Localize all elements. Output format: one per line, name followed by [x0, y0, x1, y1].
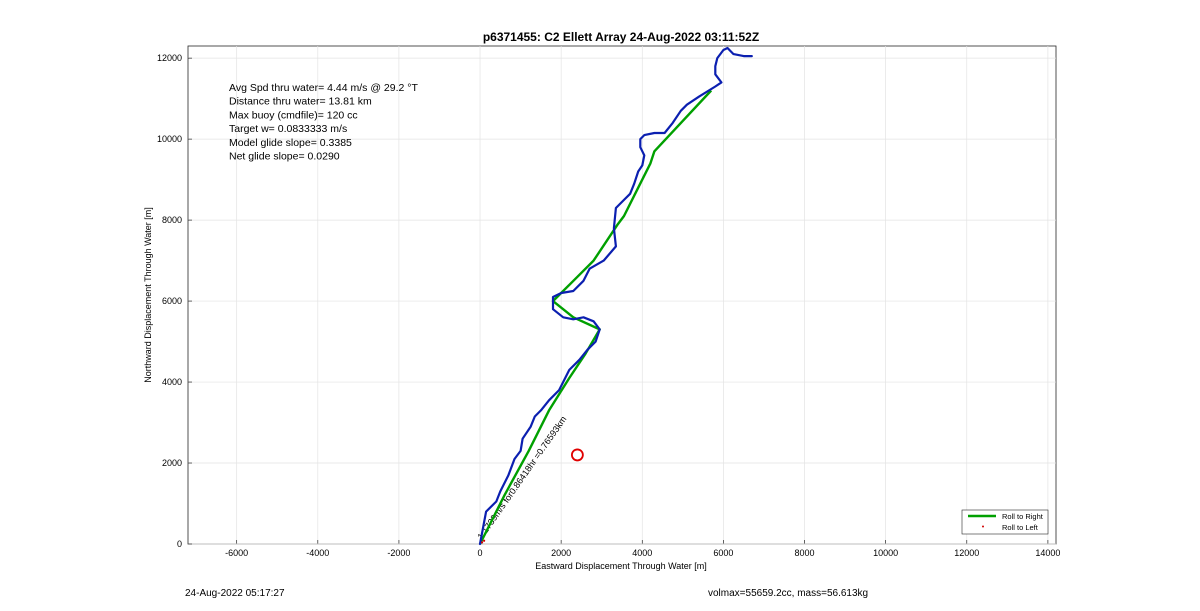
roll-right-series-line	[478, 89, 713, 545]
y-tick-label: 2000	[162, 458, 182, 468]
y-tick-label: 8000	[162, 215, 182, 225]
axes-frame	[187, 45, 1057, 545]
y-tick-label: 0	[177, 539, 182, 549]
x-tick-label: 14000	[1035, 548, 1060, 558]
x-tick-label: 8000	[795, 548, 815, 558]
x-tick-label: 12000	[954, 548, 979, 558]
stats-line: Model glide slope= 0.3385	[229, 137, 352, 149]
y-tick-label: 12000	[157, 53, 182, 63]
stats-line: Avg Spd thru water= 4.44 m/s @ 29.2 °T	[229, 82, 418, 94]
x-tick-label: 2000	[551, 548, 571, 558]
stats-line: Distance thru water= 13.81 km	[229, 96, 372, 108]
track-series-line	[478, 46, 753, 546]
stats-text-block: Avg Spd thru water= 4.44 m/s @ 29.2 °T Di…	[229, 82, 418, 163]
roll-left-point	[480, 541, 484, 544]
legend-roll-left-swatch	[982, 525, 984, 528]
x-tick-label: -2000	[387, 548, 410, 558]
stats-line: Net glide slope= 0.0290	[229, 151, 340, 163]
x-tick-label: 10000	[873, 548, 898, 558]
stats-line: Max buoy (cmdfile)= 120 cc	[229, 109, 358, 121]
x-tick-label: 6000	[713, 548, 733, 558]
x-tick-label: -4000	[306, 548, 329, 558]
footer-volmax-mass: volmax=55659.2cc, mass=56.613kg	[708, 588, 869, 599]
x-tick-label: -6000	[225, 548, 248, 558]
surface-position-marker	[570, 448, 584, 462]
roll-left-point	[482, 539, 486, 542]
y-tick-label: 6000	[162, 296, 182, 306]
footer-timestamp: 24-Aug-2022 05:17:27	[185, 588, 285, 599]
y-tick-label: 4000	[162, 377, 182, 387]
x-tick-label: 4000	[632, 548, 652, 558]
y-axis-label: Northward Displacement Through Water [m]	[143, 207, 153, 383]
x-tick-label: 0	[478, 548, 483, 558]
x-axis-label: Eastward Displacement Through Water [m]	[535, 561, 707, 571]
x-tick-labels: -6000 -4000 -2000 0 2000 4000 6000 8000 10000 120…	[225, 548, 1060, 558]
stats-line: Target w= 0.0833333 m/s	[229, 123, 347, 135]
legend: Roll to Right Roll to Left	[961, 509, 1049, 535]
y-tick-labels: 0 2000 4000 6000 8000 10000 12000	[157, 53, 182, 549]
legend-roll-left-label: Roll to Left	[1002, 523, 1039, 532]
plot-area: -6000 -4000 -2000 0 2000 4000 6000 8000 10000 120…	[157, 45, 1060, 558]
chart-title: p6371455: C2 Ellett Array 24-Aug-2022 03…	[483, 30, 759, 44]
legend-roll-right-label: Roll to Right	[1002, 512, 1044, 521]
y-tick-label: 10000	[157, 134, 182, 144]
legend-box	[961, 509, 1049, 535]
